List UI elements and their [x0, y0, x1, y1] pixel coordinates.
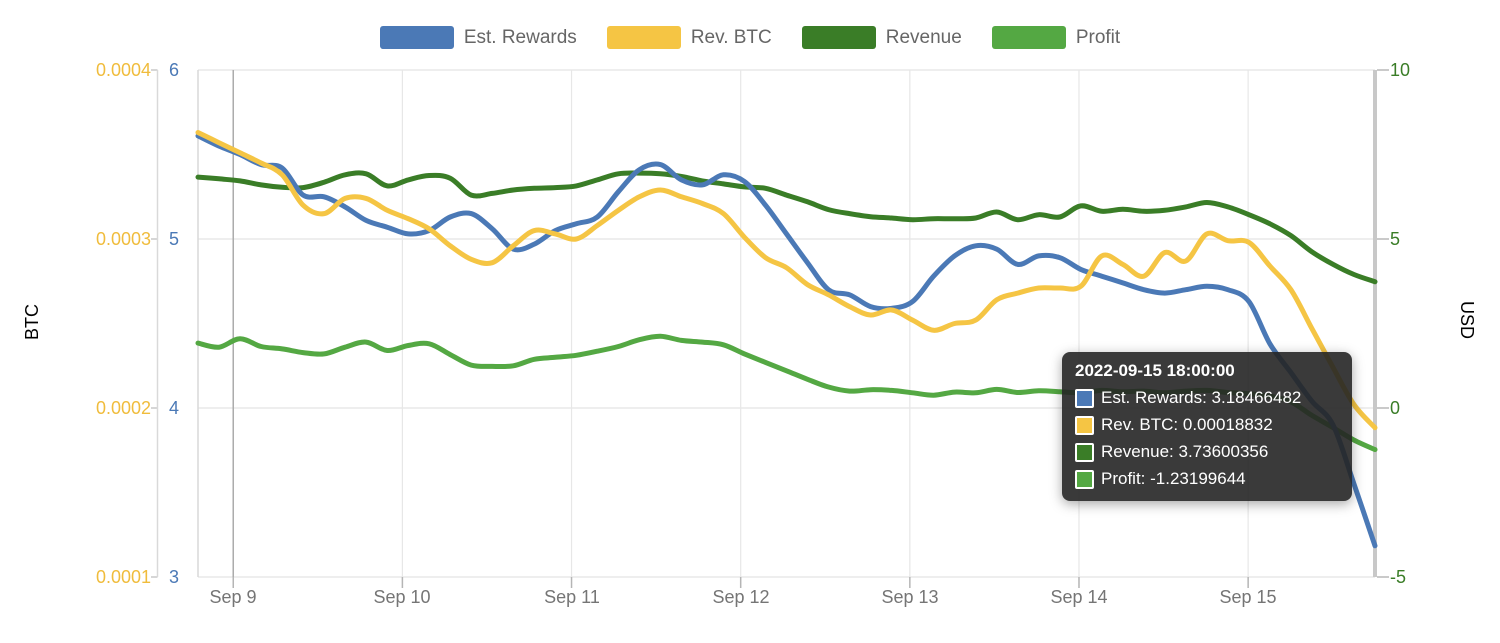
tooltip-row-rev-btc: Rev. BTC: 0.00018832	[1075, 415, 1339, 435]
tooltip-row-revenue: Revenue: 3.73600356	[1075, 442, 1339, 462]
x-axis-tick-label: Sep 14	[1050, 587, 1108, 607]
tooltip-swatch-profit	[1075, 469, 1094, 489]
series-line-revenue	[195, 170, 1378, 285]
est-axis-tick-label: 3	[168, 567, 179, 587]
tooltip-timestamp: 2022-09-15 18:00:00	[1075, 361, 1235, 380]
series-line-est-rewards	[195, 133, 1378, 549]
legend-swatch-est-rewards	[379, 26, 454, 49]
legend-swatch-revenue	[801, 26, 876, 49]
usd-axis-tick-label: -5	[1390, 567, 1407, 587]
legend-item-revenue[interactable]: Revenue	[801, 26, 962, 49]
chart-legend: Est. Rewards Rev. BTC Revenue Profit	[0, 26, 1500, 49]
tooltip-value: Rev. BTC: 0.00018832	[1101, 415, 1273, 434]
legend-item-est-rewards[interactable]: Est. Rewards	[379, 26, 577, 49]
legend-label: Rev. BTC	[690, 26, 772, 48]
tooltip-swatch-revenue	[1075, 442, 1094, 462]
legend-swatch-profit	[991, 26, 1066, 49]
tooltip-value: Revenue: 3.73600356	[1101, 442, 1269, 461]
usd-axis-title: USD	[1457, 300, 1477, 339]
legend-label: Revenue	[885, 26, 962, 48]
series-line-rev-btc	[195, 130, 1378, 431]
usd-axis-tick-label: 5	[1390, 229, 1401, 249]
btc-axis-tick-label: 0.0004	[95, 60, 151, 80]
tooltip-row-est-rewards: Est. Rewards: 3.18466482	[1075, 388, 1339, 408]
x-axis-tick-label: Sep 10	[373, 587, 431, 607]
x-axis-tick-label: Sep 11	[544, 587, 600, 607]
tooltip-swatch-est-rewards	[1075, 388, 1094, 408]
legend-swatch-rev-btc	[606, 26, 681, 49]
usd-axis-tick-label: 0	[1390, 398, 1401, 418]
tooltip-value: Est. Rewards: 3.18466482	[1101, 388, 1302, 407]
btc-axis-title: BTC	[22, 304, 42, 340]
legend-item-rev-btc[interactable]: Rev. BTC	[606, 26, 772, 49]
btc-axis-tick-label: 0.0002	[95, 398, 151, 418]
tooltip-swatch-rev-btc	[1075, 415, 1094, 435]
chart-tooltip: 2022-09-15 18:00:00 Est. Rewards: 3.1846…	[1062, 352, 1352, 501]
x-axis-tick-label: Sep 9	[209, 587, 257, 607]
est-axis-tick-label: 6	[168, 60, 179, 80]
usd-axis-tick-label: 10	[1390, 60, 1411, 80]
est-axis-tick-label: 4	[168, 398, 179, 418]
est-axis-tick-label: 5	[168, 229, 179, 249]
legend-item-profit[interactable]: Profit	[991, 26, 1121, 49]
tooltip-value: Profit: -1.23199644	[1101, 469, 1246, 488]
legend-label: Profit	[1075, 26, 1121, 48]
btc-axis-tick-label: 0.0003	[95, 229, 151, 249]
x-axis-tick-label: Sep 15	[1219, 587, 1277, 607]
x-axis-tick-label: Sep 12	[712, 587, 770, 607]
btc-axis-tick-label: 0.0001	[95, 567, 151, 587]
tooltip-row-profit: Profit: -1.23199644	[1075, 469, 1339, 489]
legend-label: Est. Rewards	[463, 26, 577, 48]
x-axis-tick-label: Sep 13	[881, 587, 939, 607]
